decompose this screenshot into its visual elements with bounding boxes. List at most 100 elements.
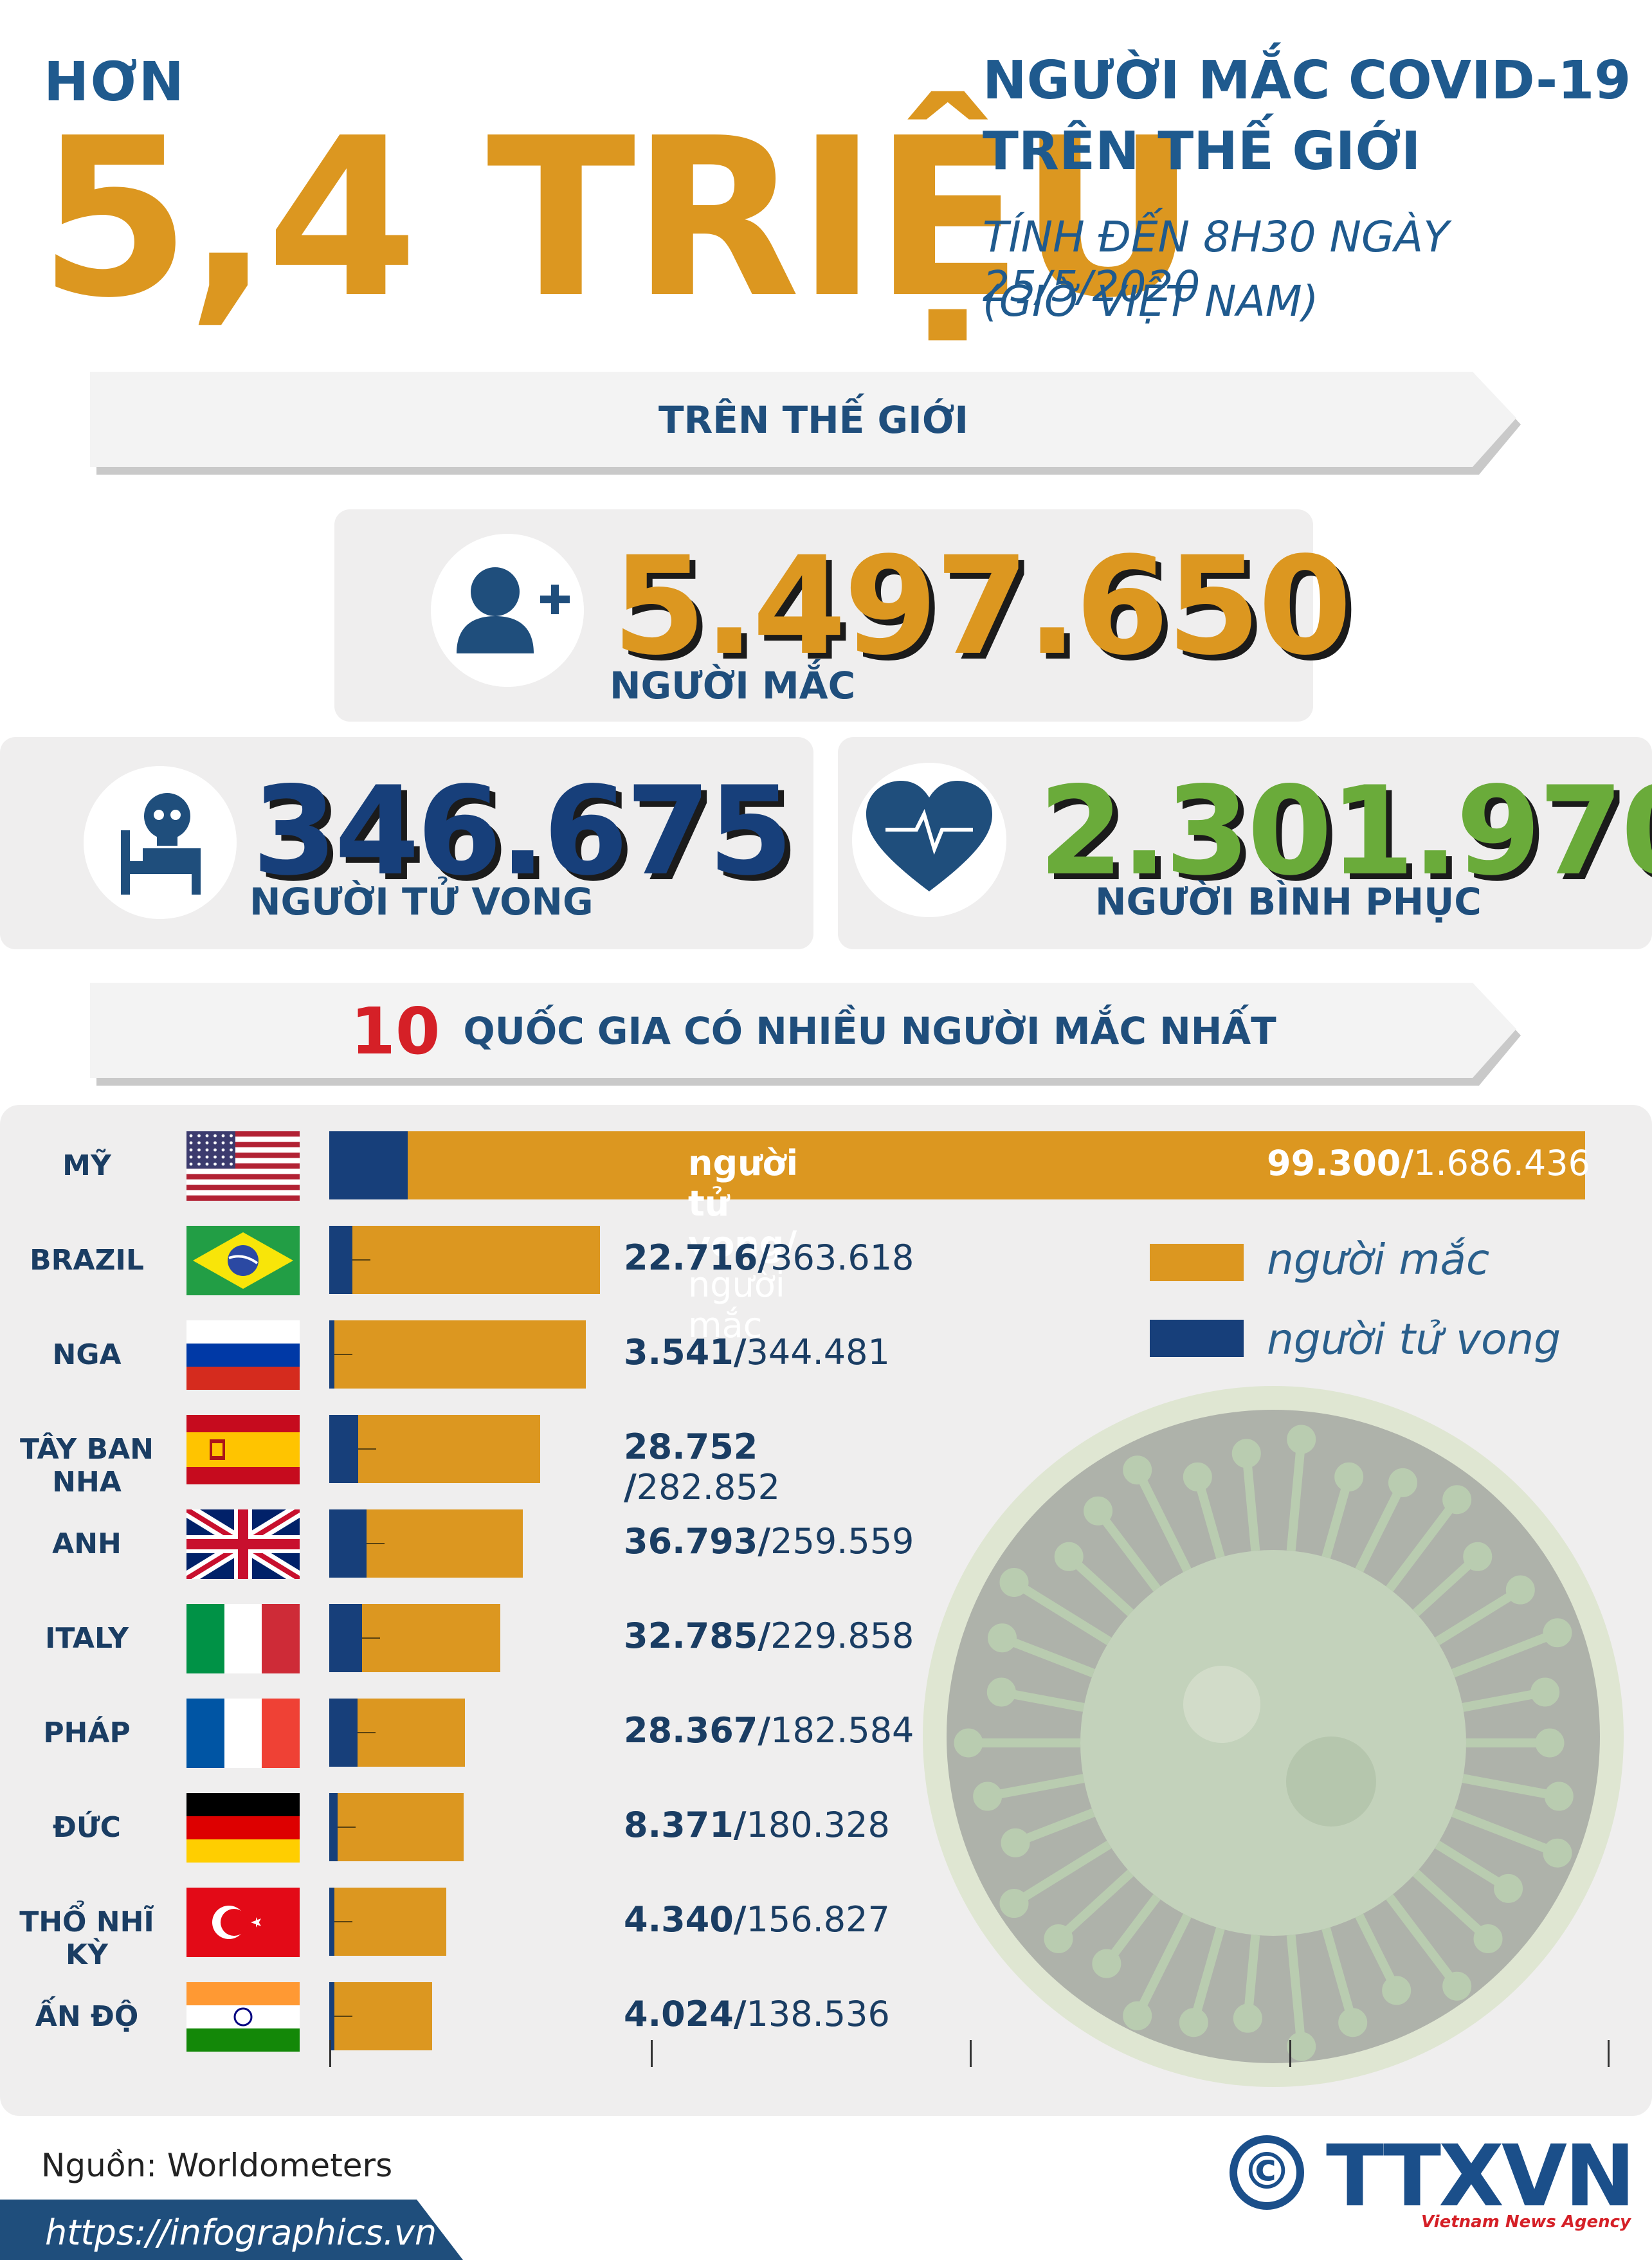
deaths-tick xyxy=(334,1354,352,1355)
cases-bar xyxy=(329,1226,600,1294)
deaths-value-label: 28.752 / xyxy=(624,1426,758,1508)
axis-tick xyxy=(1608,2040,1610,2067)
value-label: 99.300/1.686.436 xyxy=(1267,1143,1590,1183)
country-flag xyxy=(186,1226,300,1295)
country-name: THỔ NHĨ KỲ xyxy=(19,1906,154,1971)
country-flag xyxy=(186,1699,300,1768)
deaths-bar xyxy=(329,1226,352,1294)
axis-tick xyxy=(329,2040,331,2067)
deaths-value-label: 4.024/ xyxy=(624,1994,747,2034)
deaths-tick xyxy=(367,1543,385,1544)
cases-value-label: 229.858 xyxy=(770,1616,914,1656)
deaths-bar xyxy=(329,1982,334,2050)
country-name: BRAZIL xyxy=(30,1244,144,1277)
virus-image xyxy=(923,1386,1624,2087)
person-add-icon xyxy=(457,567,570,653)
cases-icon-circle xyxy=(431,534,584,687)
date-line1: TÍNH ĐẾN 8H30 NGÀY 25/5/2020 xyxy=(983,212,1449,311)
axis-tick xyxy=(1289,2040,1291,2067)
cases-bar xyxy=(329,1982,432,2050)
deaths-bar xyxy=(329,1604,362,1672)
footer-url[interactable]: https://infographics.vn xyxy=(45,2212,437,2253)
cases-box: 5.497.650 NGƯỜI MẮC xyxy=(334,509,1352,722)
deaths-value-label: 3.541/ xyxy=(624,1332,747,1372)
axis-tick xyxy=(970,2040,972,2067)
headline-line1: NGƯỜI MẮC COVID-19 xyxy=(983,50,1631,111)
cases-bar xyxy=(329,1888,446,1956)
cases-bar xyxy=(329,1604,500,1672)
cases-bar xyxy=(329,1320,586,1389)
bar-caption-rest: người mắc xyxy=(688,1264,785,1345)
value-label: 22.716/363.618 xyxy=(624,1237,914,1278)
legend-swatch-cases xyxy=(1150,1244,1244,1281)
world-banner-label: TRÊN THẾ GIỚI xyxy=(658,398,968,442)
cases-value: 5.497.650 xyxy=(612,527,1352,685)
skull-bed-icon xyxy=(121,793,201,895)
deaths-value-label: 8.371/ xyxy=(624,1805,747,1845)
cases-label: NGƯỜI MẮC xyxy=(610,664,856,707)
value-label: 4.024/138.536 xyxy=(624,1994,890,2034)
cases-value-label: 180.328 xyxy=(746,1805,890,1845)
country-name: ANH xyxy=(52,1527,122,1560)
country-flag xyxy=(186,1415,300,1484)
deaths-value-label: 22.716/ xyxy=(624,1237,771,1278)
country-name: ĐỨC xyxy=(53,1811,121,1844)
recovered-icon-circle xyxy=(852,763,1006,917)
country-name: MỸ xyxy=(62,1149,111,1182)
deaths-value-label: 32.785/ xyxy=(624,1616,771,1656)
country-flag xyxy=(186,1793,300,1863)
country-flag xyxy=(186,1982,300,2052)
bar-caption: người tử vong/ người mắc xyxy=(688,1143,798,1345)
axis-tick xyxy=(651,2040,653,2067)
heart-pulse-icon xyxy=(866,781,992,891)
legend-label-cases: người mắc xyxy=(1267,1235,1490,1284)
deaths-tick xyxy=(334,2016,352,2017)
top10-number: 10 xyxy=(350,993,440,1069)
legend-swatch-deaths xyxy=(1150,1320,1244,1357)
date-line2: (GIỜ VIỆT NAM) xyxy=(983,277,1319,326)
value-label: 28.752 /282.852 xyxy=(624,1426,780,1508)
deaths-icon-circle xyxy=(84,766,237,919)
country-name: ẤN ĐỘ xyxy=(35,2000,139,2033)
deaths-value-label: 36.793/ xyxy=(624,1521,771,1562)
top10-banner: 10 QUỐC GIA CÓ NHIỀU NGƯỜI MẮC NHẤT xyxy=(90,983,1521,1089)
cases-value-label: 282.852 xyxy=(636,1467,781,1508)
cases-bar xyxy=(329,1699,465,1767)
country-name: PHÁP xyxy=(43,1717,131,1749)
deaths-bar xyxy=(329,1415,358,1483)
source-text: Nguồn: Worldometers xyxy=(41,2147,393,2184)
cases-value-label: 363.618 xyxy=(770,1237,914,1278)
country-flag xyxy=(186,1131,300,1201)
cases-value-label: 1.686.436 xyxy=(1413,1143,1590,1183)
value-label: 28.367/182.584 xyxy=(624,1710,914,1751)
deaths-bar xyxy=(329,1793,338,1861)
world-banner: TRÊN THẾ GIỚI xyxy=(90,372,1521,478)
deaths-label: NGƯỜI TỬ VONG xyxy=(250,880,594,924)
cases-bar xyxy=(329,1793,464,1861)
deaths-tick xyxy=(358,1732,376,1733)
country-name: NGA xyxy=(52,1338,122,1371)
deaths-value: 346.675 xyxy=(252,760,793,902)
headline-line2: TRÊN THẾ GIỚI xyxy=(983,121,1421,182)
cases-value-label: 156.827 xyxy=(746,1899,890,1940)
deaths-bar xyxy=(329,1131,408,1199)
header-prefix: HƠN xyxy=(44,50,185,113)
ttxvn-logo: TTXVN xyxy=(1326,2127,1636,2226)
country-name: TÂY BAN NHA xyxy=(19,1433,154,1499)
value-label: 32.785/229.858 xyxy=(624,1616,914,1656)
copyright-icon: © xyxy=(1230,2135,1304,2210)
cases-bar xyxy=(329,1131,1585,1199)
deaths-value-label: 4.340/ xyxy=(624,1899,747,1940)
deaths-box: 346.675 NGƯỜI TỬ VONG xyxy=(0,737,813,949)
deaths-bar xyxy=(329,1320,334,1389)
deaths-tick xyxy=(358,1448,376,1450)
deaths-bar xyxy=(329,1509,367,1578)
value-label: 4.340/156.827 xyxy=(624,1899,890,1940)
cases-value-label: 182.584 xyxy=(770,1710,914,1751)
deaths-tick xyxy=(352,1259,370,1261)
value-label: 3.541/344.481 xyxy=(624,1332,890,1372)
deaths-tick xyxy=(334,1921,352,1922)
country-flag xyxy=(186,1888,300,1957)
deaths-bar xyxy=(329,1888,334,1956)
deaths-tick xyxy=(338,1827,356,1828)
